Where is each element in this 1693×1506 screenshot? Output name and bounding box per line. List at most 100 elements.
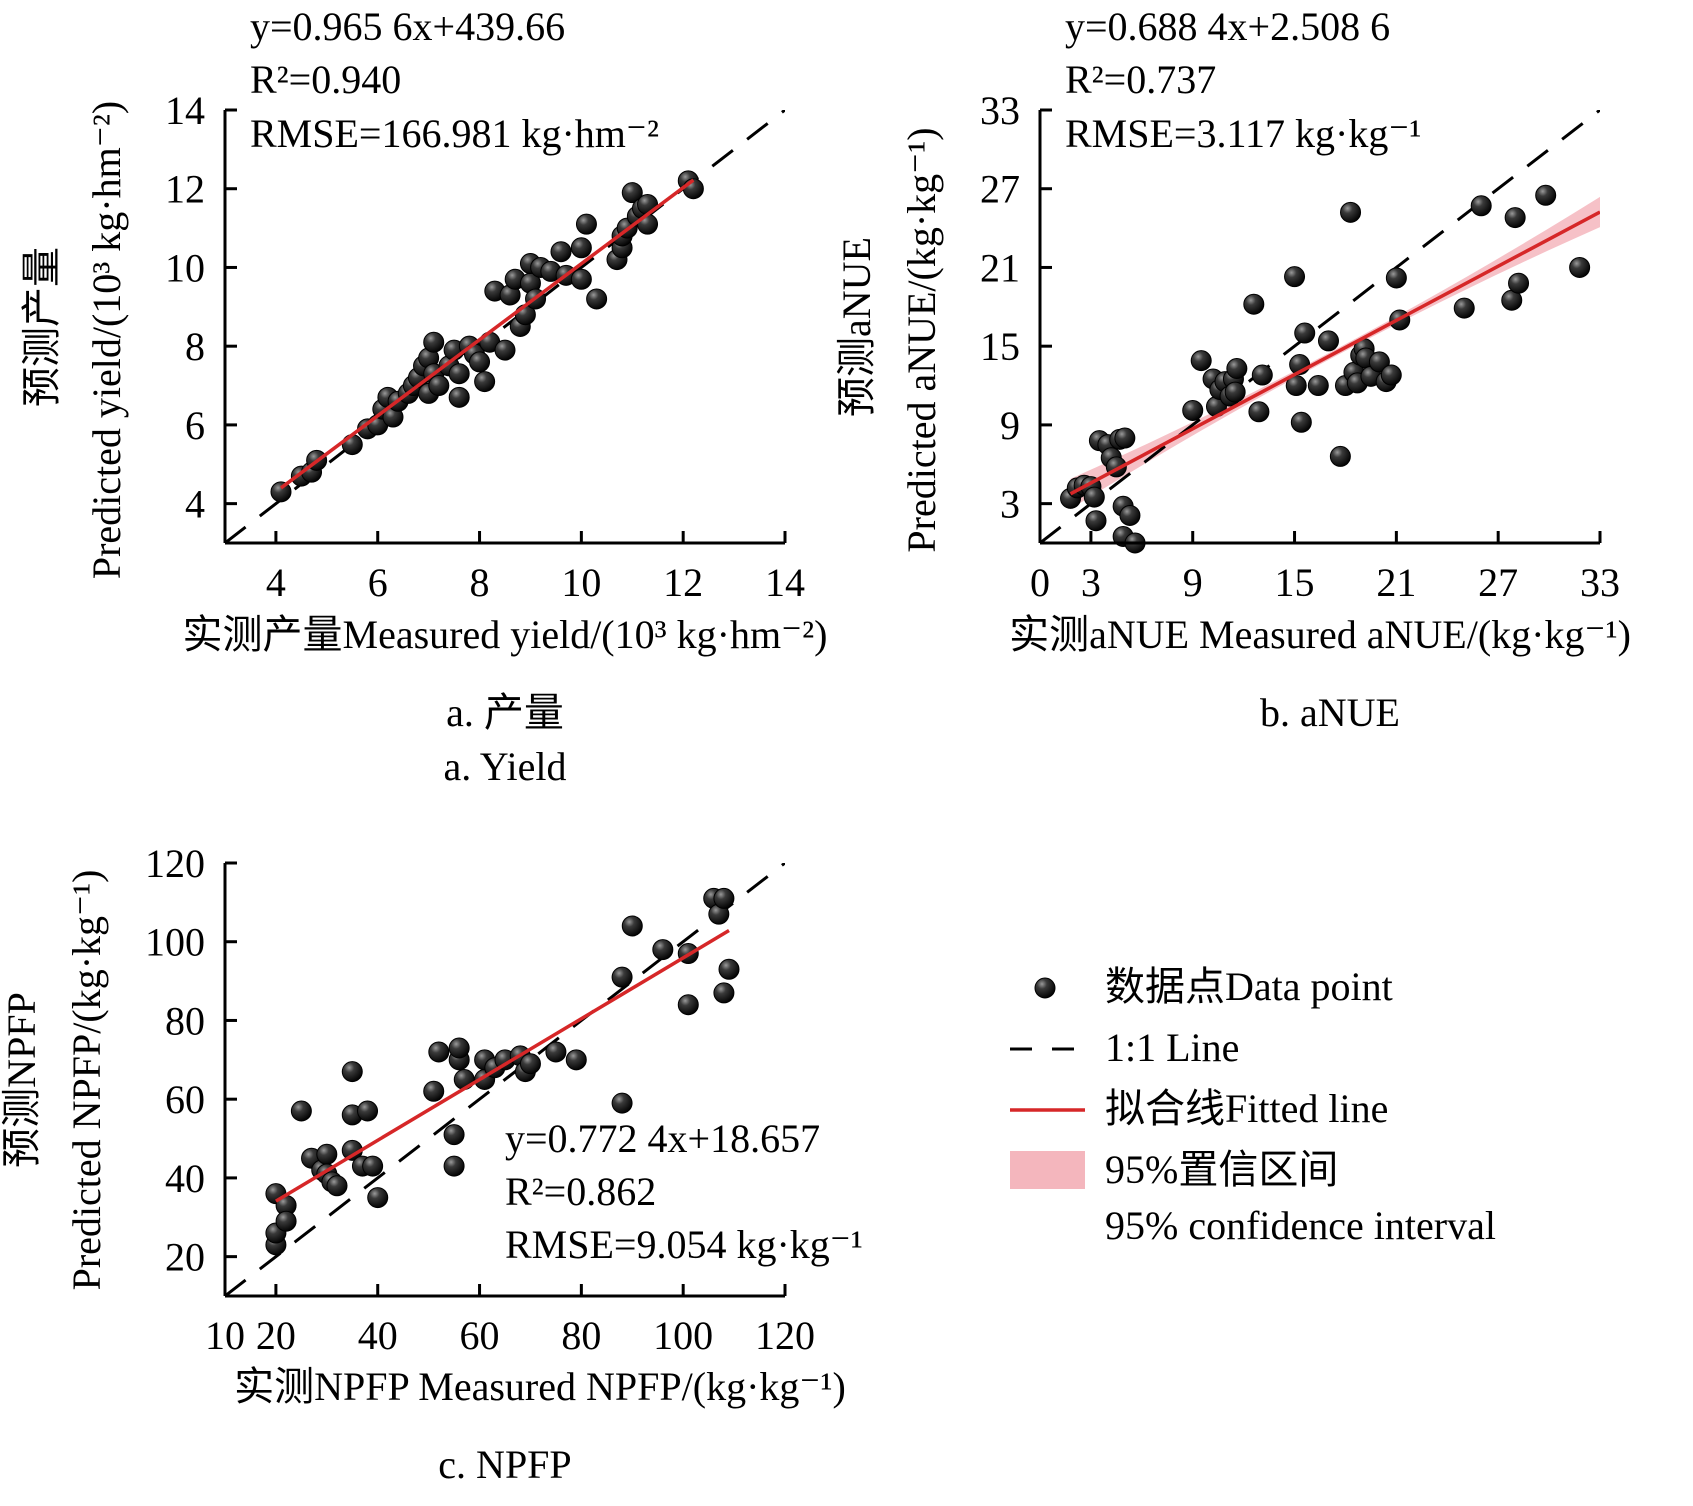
data-point (519, 1053, 541, 1075)
data-point (474, 371, 496, 393)
data-point (290, 1100, 312, 1122)
chart-panel-a: 4 6 8 10 12 14 4 6 8 10 12 14 实测产量Measured yield/(10… (19, 4, 827, 789)
x-tick-label: 10 (561, 560, 601, 605)
data-point (428, 375, 450, 397)
y-axis-title-zh: 预测NPFP (0, 992, 44, 1168)
x-tick-label: 9 (1183, 560, 1203, 605)
y-axis-title-zh: 预测产量 (19, 247, 64, 407)
data-point (469, 351, 491, 373)
data-point (448, 1037, 470, 1059)
x-tick-label: 60 (460, 1313, 500, 1358)
data-point (677, 994, 699, 1016)
data-point (1317, 330, 1339, 352)
data-point (1380, 364, 1402, 386)
legend-item-fit: 拟合线Fitted line (1010, 1086, 1388, 1131)
data-point (1368, 351, 1390, 373)
y-axis-title-en: Predicted yield/(10³ kg·hm⁻²) (84, 101, 129, 579)
panel-caption: a. 产量 (446, 690, 564, 735)
data-point (1085, 510, 1107, 532)
data-point (453, 1069, 475, 1090)
data-point (545, 1041, 567, 1063)
x-tick-label: 14 (765, 560, 805, 605)
y-tick-label: 60 (165, 1077, 205, 1122)
legend-label-2: 95% confidence interval (1105, 1203, 1496, 1248)
legend-label: 数据点Data point (1105, 964, 1393, 1009)
y-tick-label: 3 (1000, 482, 1020, 527)
rmse: RMSE=9.054 kg·kg⁻¹ (505, 1222, 863, 1267)
data-point (637, 213, 659, 235)
data-point (565, 1049, 587, 1071)
data-point (1182, 399, 1204, 421)
y-axis-title-en: Predicted aNUE/(kg·kg⁻¹) (899, 127, 944, 552)
data-point (718, 958, 740, 980)
data-point (1243, 293, 1265, 315)
data-point (1251, 364, 1273, 386)
y-tick-label: 20 (165, 1235, 205, 1280)
data-point (1470, 195, 1492, 217)
y-tick-label: 40 (165, 1156, 205, 1201)
y-tick-label: 4 (185, 482, 205, 527)
data-point (448, 363, 470, 385)
data-point (637, 193, 659, 215)
r-squared: R²=0.940 (250, 57, 401, 102)
data-point (1385, 267, 1407, 289)
data-point (1290, 411, 1312, 433)
legend-label: 拟合线Fitted line (1105, 1086, 1388, 1131)
x-tick-label: 10 (205, 1313, 245, 1358)
data-point (652, 939, 674, 961)
x-tick-label: 120 (755, 1313, 815, 1358)
data-point (1248, 401, 1270, 423)
data-point (621, 182, 643, 204)
data-point (423, 1080, 445, 1102)
legend-item-point: 数据点Data point (1034, 964, 1393, 1009)
regression-equation: y=0.772 4x+18.657 (505, 1116, 820, 1161)
data-point (1190, 350, 1212, 372)
data-point (316, 1143, 338, 1165)
data-point (621, 915, 643, 937)
panel-caption: c. NPFP (438, 1442, 571, 1487)
data-point (713, 887, 735, 909)
one-to-one-line (1040, 110, 1600, 543)
x-tick-label: 80 (561, 1313, 601, 1358)
panel-caption-en: a. Yield (444, 744, 567, 789)
data-point (326, 1175, 348, 1197)
data-point (570, 268, 592, 290)
fitted-line (275, 929, 730, 1203)
x-tick-label: 21 (1376, 560, 1416, 605)
data-point (443, 1155, 465, 1177)
data-point (1119, 504, 1141, 526)
y-tick-label: 9 (1000, 403, 1020, 448)
data-point (1224, 381, 1246, 403)
y-tick-label: 12 (165, 167, 205, 212)
data-point (1226, 357, 1248, 379)
y-tick-label: 33 (980, 88, 1020, 133)
y-tick-label: 80 (165, 998, 205, 1043)
y-tick-label: 27 (980, 167, 1020, 212)
data-point (1453, 297, 1475, 319)
data-point (550, 241, 572, 263)
panel-caption: b. aNUE (1260, 690, 1400, 735)
one-to-one-line (225, 863, 785, 1296)
y-tick-label: 120 (145, 841, 205, 886)
x-axis-title: 实测NPFP Measured NPFP/(kg·kg⁻¹) (234, 1364, 846, 1409)
data-point (611, 966, 633, 988)
data-point (1114, 427, 1136, 449)
data-point (362, 1155, 384, 1177)
data-point (1307, 375, 1329, 397)
r-squared: R²=0.737 (1065, 57, 1216, 102)
data-point (428, 1041, 450, 1063)
data-point (357, 1100, 379, 1122)
data-point (275, 1210, 297, 1232)
data-point (341, 1061, 363, 1083)
y-axis-title-zh: 预测aNUE (834, 237, 879, 417)
y-tick-label: 6 (185, 403, 205, 448)
x-tick-label: 3 (1081, 560, 1101, 605)
data-point (367, 1187, 389, 1209)
data-point (1569, 256, 1591, 278)
legend: 数据点Data point 1:1 Line 拟合线Fitted line 95%置信… (1010, 964, 1496, 1248)
x-tick-label: 12 (663, 560, 703, 605)
fitted-line (1069, 210, 1600, 496)
y-tick-label: 8 (185, 324, 205, 369)
x-tick-label: 4 (266, 560, 286, 605)
